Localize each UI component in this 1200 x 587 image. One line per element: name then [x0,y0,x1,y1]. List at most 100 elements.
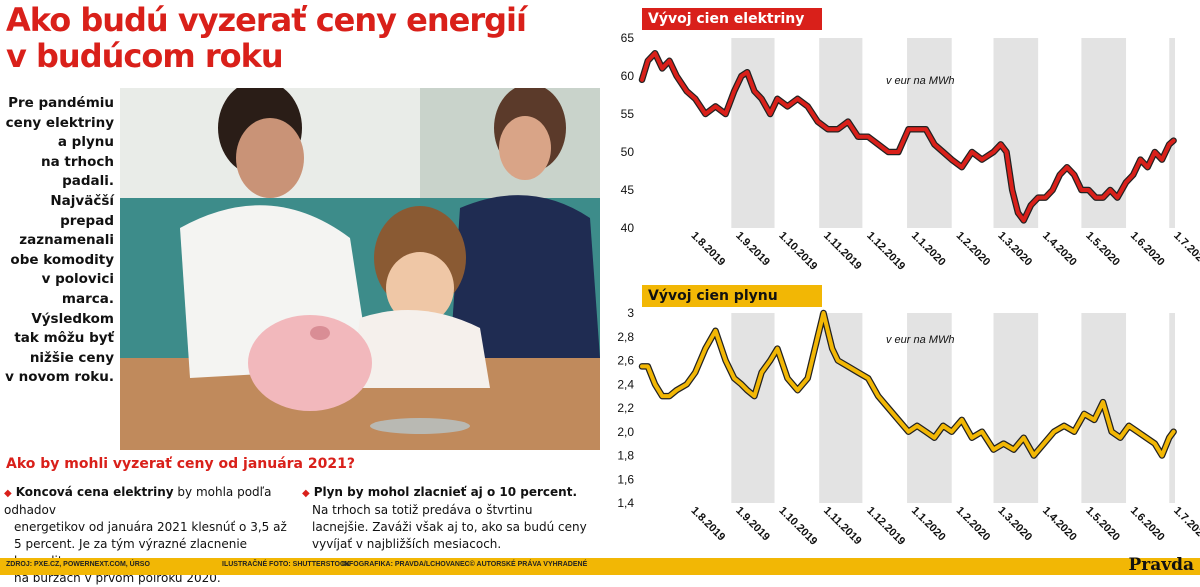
data-point [1022,219,1025,222]
y-tick-label: 60 [621,69,635,83]
data-point [933,143,936,146]
data-point [867,135,870,138]
data-point [1093,418,1096,422]
lead-text: Pre pandémiu ceny elektriny a plynu na trho… [4,94,114,388]
data-point [1145,436,1148,439]
data-point [1146,166,1149,169]
data-point [831,347,834,350]
data-point [661,394,664,398]
month-band [907,313,952,503]
data-point [836,359,840,362]
data-point [915,424,919,427]
data-point [776,97,779,101]
data-point [950,158,953,161]
electricity-forecast-rest: by mohla podľa odhadov [4,485,272,517]
data-point [786,377,789,380]
lead-line: zaznamenali [19,232,114,249]
y-tick-label: 1,8 [617,449,634,463]
data-point [1124,181,1128,184]
infographic-credit: INFOGRAFIKA: PRAVDA/LCHOVANEC© AUTORSKÉ … [342,561,588,568]
data-point [846,120,850,123]
data-point [1168,143,1171,146]
data-point [746,71,749,74]
lead-line: obe komodity [10,251,114,268]
photo-credit: ILUSTRAČNÉ FOTO: SHUTTERSTOCK [222,561,351,568]
data-point [907,430,910,433]
month-band [1169,313,1175,503]
gas-price-chart: 1.8.2019 1.9.2019 1.10.2019 1.11.2019 1.12.2… [617,306,1200,548]
data-point [1168,436,1171,439]
data-point [1101,400,1105,404]
data-point [907,128,910,131]
x-tick-label: 1.7.2020 [1171,230,1200,269]
y-tick-label: 40 [621,221,635,235]
data-point [1083,412,1086,416]
data-point [640,365,644,368]
y-tick-label: 1,6 [617,472,634,486]
data-point [675,74,678,78]
page-title: Ako budú vyzerať ceny energií v budúcom … [6,2,606,74]
gas-forecast-line: lacnejšie. Zaváži však aj to, ako sa bud… [312,520,587,534]
data-point [1094,196,1097,199]
data-point [933,436,936,439]
electricity-forecast-lead: Koncová cena elektriny [15,485,174,499]
data-point [992,150,995,154]
gas-chart-title: Vývoj cien plynu [642,285,822,307]
unit-label: v eur na MWh [886,334,954,346]
data-point [1022,436,1025,439]
x-tick-label: 1.10.2019 [776,505,819,548]
data-point [806,377,809,380]
lead-line: padali. [62,173,114,190]
data-point [856,371,860,374]
x-tick-label: 1.7.2020 [1171,505,1200,544]
data-point [924,128,927,131]
data-point [1153,442,1156,445]
data-point [1058,173,1061,176]
data-point [1029,204,1033,207]
data-point [1160,454,1164,457]
title-line-2: v budúcom roku [6,37,284,75]
x-tick-label: 1.6.2020 [1128,505,1167,544]
data-point [1109,188,1112,192]
data-point [1005,150,1008,154]
question-heading: Ako by mohli vyzerať ceny od januára 202… [6,456,355,472]
family-photo-illustration [120,88,600,450]
data-point [769,359,772,362]
data-point [753,394,756,398]
y-tick-label: 45 [621,183,635,197]
data-point [694,97,697,101]
x-tick-label: 1.9.2019 [733,230,772,269]
data-point [1160,158,1164,161]
x-tick-label: 1.11.2019 [821,505,864,548]
data-point [826,329,829,332]
lead-line: marca. [61,290,114,307]
data-point [760,97,763,101]
data-point [980,430,984,433]
data-point [704,347,707,350]
footer-bar: ZDROJ: PXE.CZ, POWERNEXT.COM, ÚRSO ILUST… [0,555,1200,575]
unit-label: v eur na MWh [886,75,954,87]
lead-line: a plynu [57,134,114,151]
electricity-price-chart: 1.8.2019 1.9.2019 1.10.2019 1.11.2019 1.12.2… [621,31,1200,273]
month-band [1169,38,1175,228]
data-point [1073,430,1076,433]
family-photo [120,88,600,450]
data-point [796,97,799,101]
data-point [1116,196,1119,199]
y-tick-label: 2,8 [617,330,634,344]
lead-line: v novom roku. [5,369,114,386]
data-point [1127,424,1131,427]
data-point [941,150,945,154]
data-point [836,128,840,131]
data-point [733,90,736,93]
electricity-chart-title: Vývoj cien elektriny [642,8,822,30]
data-point [1052,430,1056,433]
data-point [1172,139,1175,142]
data-point [786,105,789,108]
data-point [1011,188,1014,192]
lead-line: na trhoch [40,153,114,170]
lead-line: Najväčší [50,192,114,209]
y-tick-label: 3 [627,306,634,320]
data-point [694,371,697,374]
data-point [1032,454,1035,457]
